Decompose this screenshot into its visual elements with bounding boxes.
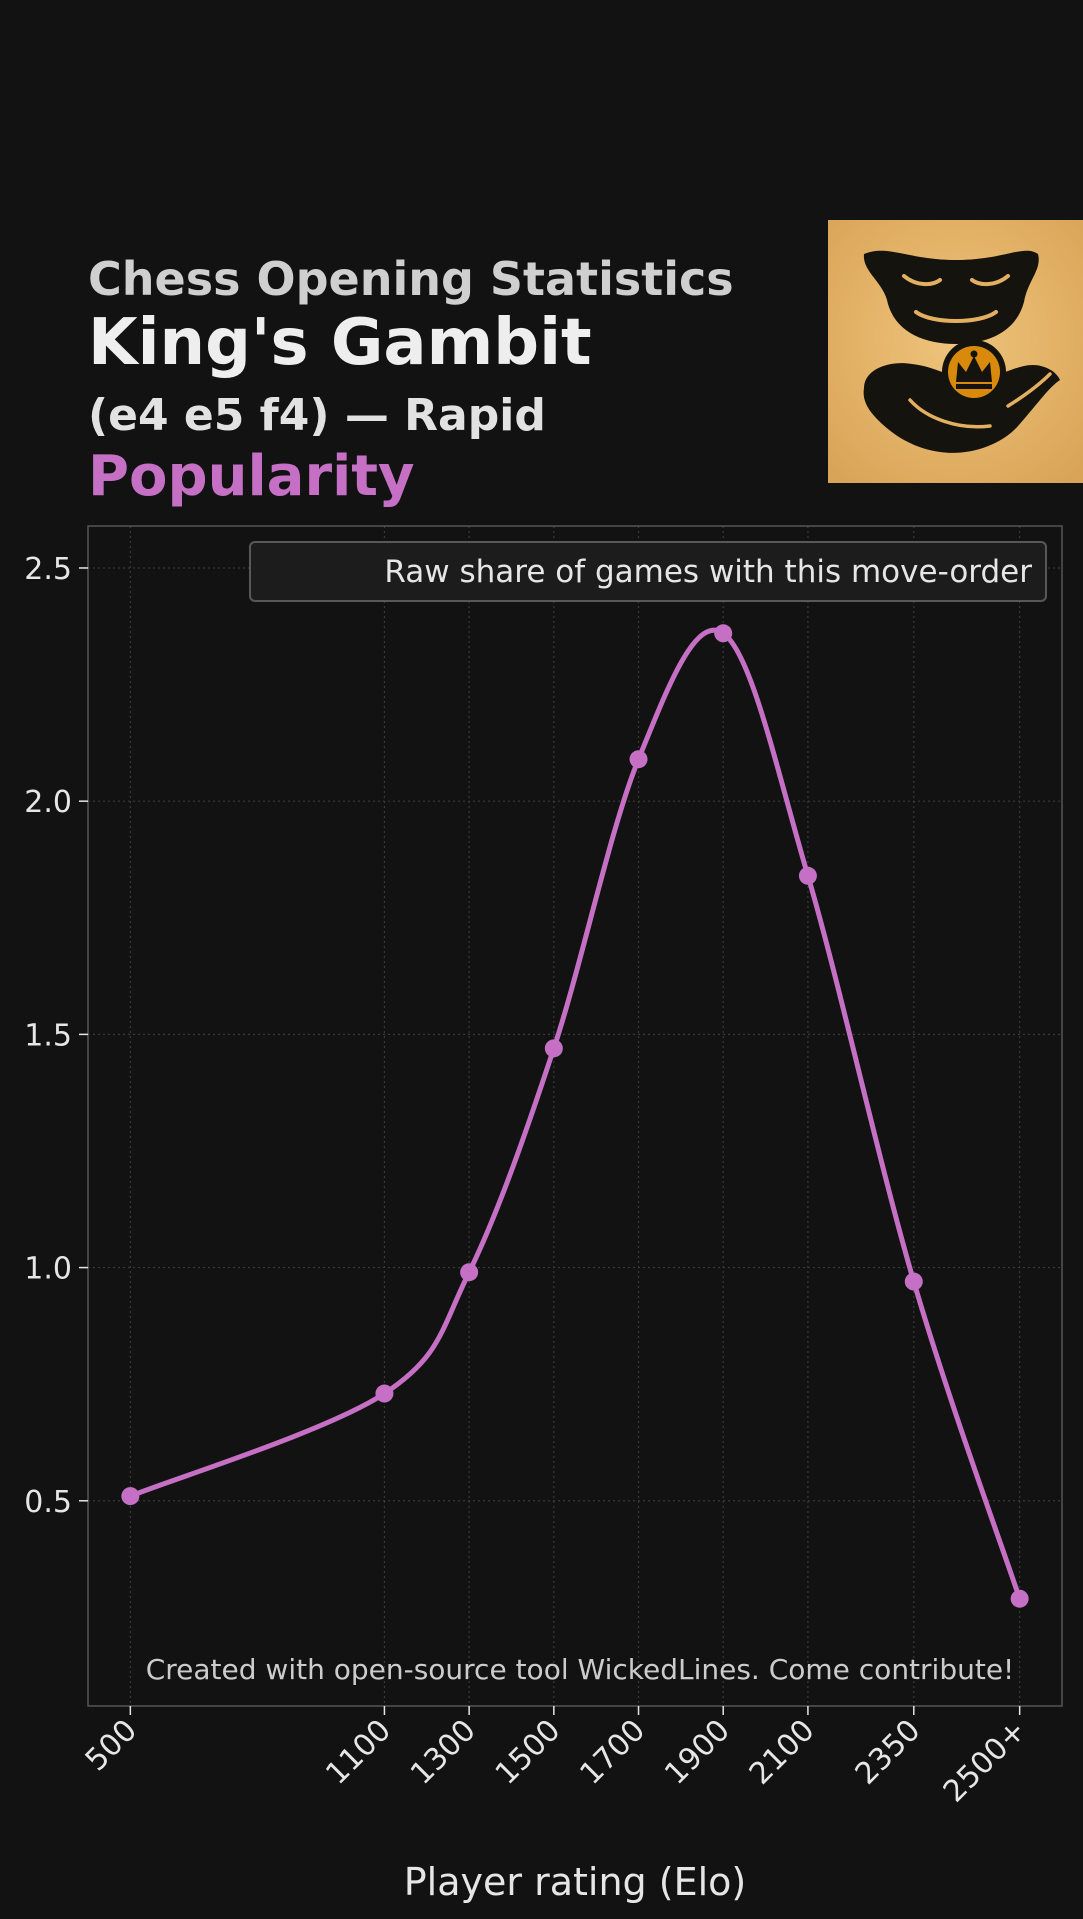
x-tick-label: 1900 [658,1713,737,1792]
x-axis-label: Player rating (Elo) [404,1860,746,1904]
data-point [1010,1589,1029,1608]
y-tick-label: 0.5 [24,1485,72,1520]
data-point [121,1487,140,1506]
y-tick-label: 2.5 [24,552,72,587]
opening-moves-subtitle: (e4 e5 f4) — Rapid [88,390,546,441]
x-tick-label: 1100 [319,1713,398,1792]
data-point [714,624,733,643]
chart-annotation: Created with open-source tool WickedLine… [146,1653,1015,1686]
legend: Raw share of games with this move-order [249,541,1047,602]
data-point [629,750,648,769]
opening-title: King's Gambit [88,306,592,380]
x-tick-label: 1700 [573,1713,652,1792]
metric-title: Popularity [88,444,415,509]
data-point [798,866,817,885]
hand-holding-crown-coin-icon [828,220,1083,483]
x-tick-label: 1300 [404,1713,483,1792]
y-tick-label: 2.0 [24,785,72,820]
data-point [904,1272,923,1291]
series-line [127,627,1023,1602]
x-tick-label: 1500 [489,1713,568,1792]
x-tick-label: 2500+ [937,1713,1034,1810]
legend-box [249,541,1047,602]
data-points [121,624,1029,1608]
data-point [544,1039,563,1058]
x-tick-label: 2350 [849,1713,928,1792]
axes: 0.5 1.0 1.5 2.0 2.5 500 1100 1300 1500 1700 1900 21… [24,552,1033,1809]
grid [88,526,1062,1706]
x-tick-label: 500 [79,1713,144,1778]
legend-label: Raw share of games with this move-order [384,554,1032,590]
x-tick-label: 2100 [743,1713,822,1792]
y-tick-label: 1.0 [24,1252,72,1287]
data-point [460,1263,479,1282]
y-tick-label: 1.5 [24,1018,72,1053]
plot-frame [87,525,1063,1707]
data-point [375,1384,394,1403]
chart-supertitle: Chess Opening Statistics [88,252,734,306]
